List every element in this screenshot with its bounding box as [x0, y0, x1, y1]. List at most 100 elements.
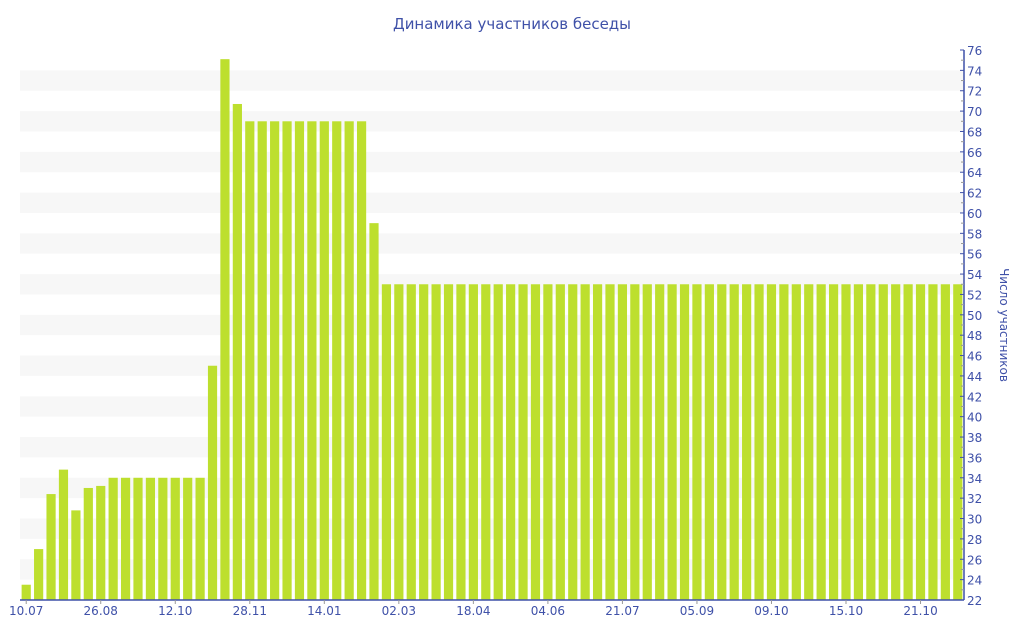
grid-band: [20, 192, 964, 213]
bar: [754, 284, 764, 600]
bar: [158, 477, 168, 600]
y-tick-label: 52: [967, 288, 982, 302]
bar: [120, 477, 131, 600]
x-tick-label: 21.10: [903, 604, 937, 618]
bar: [742, 284, 752, 600]
y-tick-label: 70: [967, 105, 982, 119]
bar: [642, 284, 652, 600]
y-tick-label: 72: [967, 85, 982, 99]
grid-band: [20, 314, 964, 336]
grid-band: [20, 518, 964, 539]
bar: [853, 284, 864, 600]
bar: [108, 477, 118, 600]
bar: [419, 284, 429, 600]
x-tick-label: 21.07: [605, 604, 639, 618]
y-axis-label: Число участников: [997, 268, 1011, 382]
bar: [580, 284, 590, 600]
bar: [381, 284, 392, 600]
bar: [791, 284, 801, 600]
y-tick-label: 26: [967, 553, 982, 567]
y-tick-label: 44: [967, 370, 982, 384]
y-tick-label: 58: [967, 227, 982, 241]
bar: [704, 284, 714, 600]
y-tick-label: 64: [967, 166, 982, 180]
bar: [828, 284, 839, 600]
bar: [940, 284, 950, 600]
y-tick-label: 28: [967, 533, 982, 547]
bar: [928, 284, 938, 600]
bar: [630, 284, 640, 600]
bar: [953, 284, 963, 600]
x-tick-label: 09.10: [754, 604, 788, 618]
bar: [443, 284, 454, 600]
bar: [878, 284, 888, 600]
y-tick-label: 66: [967, 146, 982, 160]
bar: [133, 477, 143, 600]
y-tick-label: 40: [967, 411, 982, 425]
grid-band: [20, 437, 964, 458]
grid-band: [20, 70, 964, 91]
grid-band: [20, 355, 964, 376]
bar: [729, 284, 739, 600]
bar: [717, 284, 727, 600]
bar: [245, 121, 255, 600]
y-tick-label: 74: [967, 64, 982, 78]
bar: [170, 477, 180, 600]
bar: [841, 284, 851, 600]
y-tick-label: 50: [967, 309, 982, 323]
bar: [667, 284, 677, 600]
grid-band: [20, 559, 964, 580]
x-tick-label: 18.04: [456, 604, 490, 618]
bar: [506, 284, 516, 600]
bar: [96, 485, 106, 600]
bar: [307, 121, 317, 600]
bar: [481, 284, 491, 600]
y-tick-label: 42: [967, 390, 982, 404]
y-tick-label: 34: [967, 472, 982, 486]
y-tick-label: 36: [967, 451, 982, 465]
bar: [605, 284, 615, 600]
bar: [816, 284, 826, 600]
grid-band: [20, 274, 964, 295]
chart-title: Динамика участников беседы: [393, 15, 631, 33]
y-tick-label: 24: [967, 574, 982, 588]
bar: [543, 284, 553, 600]
y-tick-label: 62: [967, 187, 982, 201]
bar: [220, 59, 230, 600]
y-tick-label: 76: [967, 44, 982, 58]
bar: [257, 121, 267, 600]
bar: [369, 223, 379, 601]
bar: [21, 584, 31, 600]
bar: [592, 284, 603, 600]
bar: [891, 284, 901, 600]
x-tick-label: 05.09: [680, 604, 714, 618]
bar: [356, 121, 367, 600]
bar: [866, 284, 876, 600]
y-tick-label: 54: [967, 268, 982, 282]
y-tick-label: 56: [967, 248, 982, 262]
y-tick-label: 48: [967, 329, 982, 343]
bar: [406, 284, 416, 600]
bar: [319, 121, 329, 600]
bar: [779, 284, 789, 600]
grid-band: [20, 477, 964, 499]
bar: [83, 487, 93, 600]
bar: [34, 549, 44, 600]
y-tick-label: 60: [967, 207, 982, 221]
bar: [468, 284, 478, 600]
bar: [332, 121, 342, 600]
bar: [456, 284, 466, 600]
bar: [568, 284, 578, 600]
bar: [58, 469, 69, 600]
bar: [617, 284, 628, 600]
bar: [804, 284, 814, 600]
y-tick-label: 30: [967, 513, 982, 527]
bars: [21, 59, 963, 601]
bar: [394, 284, 404, 600]
y-tick-label: 38: [967, 431, 982, 445]
x-tick-label: 12.10: [158, 604, 192, 618]
bar: [518, 284, 528, 600]
y-tick-label: 68: [967, 125, 982, 139]
bar: [195, 477, 205, 600]
bar: [903, 284, 913, 600]
